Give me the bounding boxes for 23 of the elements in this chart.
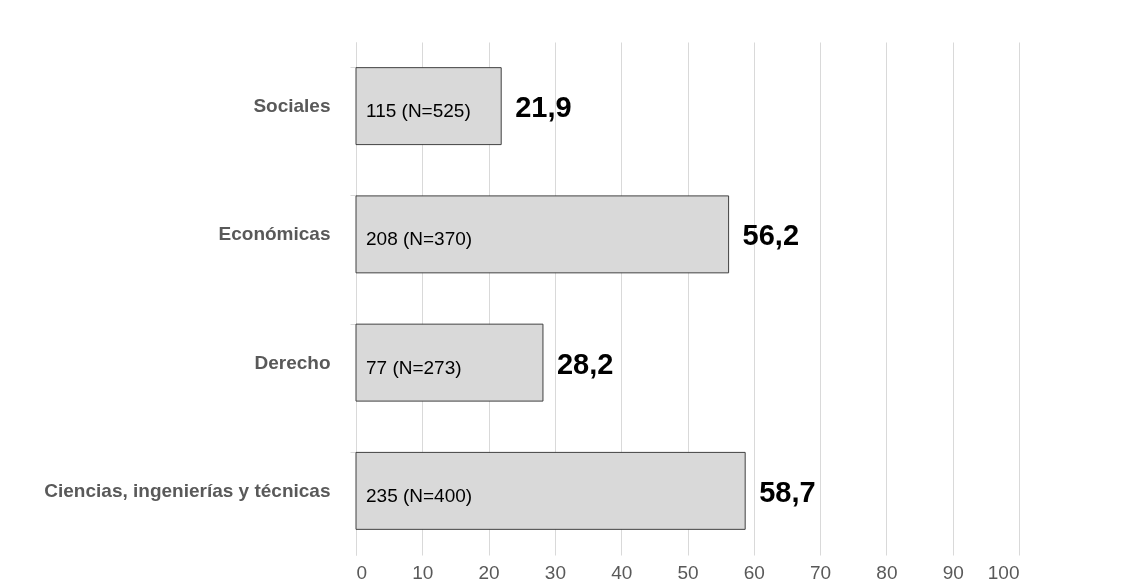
x-tick-label: 80 [876, 561, 898, 583]
x-tick-label: 90 [942, 561, 964, 583]
data-label: 28,2 [556, 347, 614, 380]
x-tick-label: 70 [810, 561, 832, 583]
y-tick-label: Derecho [254, 351, 331, 373]
x-tick-label: 100 [987, 561, 1020, 583]
x-tick-label: 20 [478, 561, 500, 583]
x-tick-label: 0 [356, 561, 368, 583]
data-label: 56,2 [742, 219, 800, 252]
data-label: 58,7 [759, 475, 816, 508]
data-label: 21,9 [515, 91, 572, 124]
y-tick-label: Sociales [253, 95, 331, 117]
y-tick-label: Ciencias, ingenierías y técnicas [44, 479, 331, 501]
x-tick-label: 10 [412, 561, 434, 583]
x-tick-label: 40 [611, 561, 633, 583]
annotation: 235 (N=400) [366, 484, 473, 506]
x-tick-label: 30 [544, 561, 566, 583]
annotation: 115 (N=525) [366, 100, 471, 122]
annotation: 77 (N=273) [366, 356, 462, 378]
x-tick-label: 50 [677, 561, 699, 583]
x-tick-label: 60 [743, 561, 765, 583]
y-tick-label: Económicas [218, 223, 331, 245]
annotation: 208 (N=370) [366, 228, 473, 250]
